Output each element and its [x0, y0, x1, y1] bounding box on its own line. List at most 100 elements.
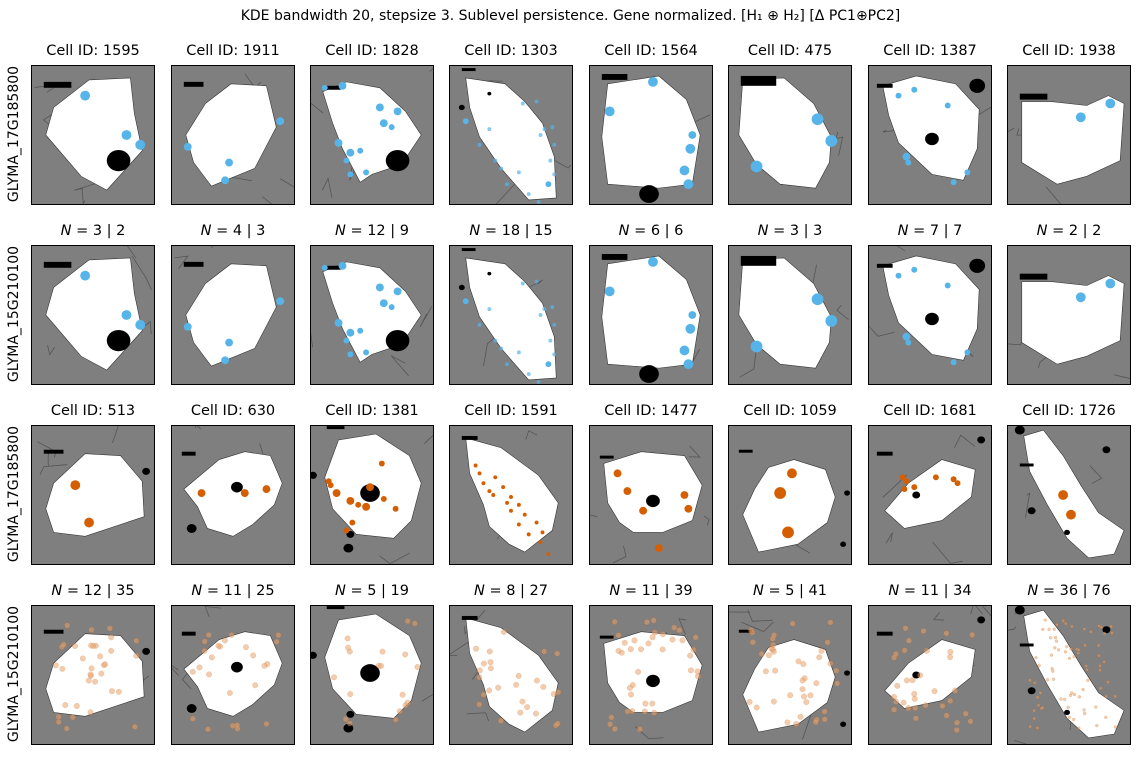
transcript-point	[642, 700, 649, 707]
scale-bar	[876, 631, 893, 636]
scale-bar	[43, 449, 64, 454]
transcript-point	[273, 638, 280, 645]
transcript-point	[135, 319, 146, 330]
transcript-point	[659, 646, 666, 653]
cell-outline	[185, 263, 277, 367]
transcript-point	[1065, 644, 1069, 649]
transcript-point	[70, 480, 81, 491]
transcript-point	[1075, 112, 1086, 123]
transcript-point	[476, 667, 483, 674]
nucleus-blob	[646, 494, 660, 508]
cell-panel-r3-c5	[589, 425, 713, 565]
panel-title-r4-c7: N = 11 | 34	[888, 583, 972, 599]
transcript-point	[651, 709, 658, 716]
nucleus-blob	[1014, 426, 1025, 435]
transcript-point	[205, 632, 212, 638]
transcript-point	[108, 634, 115, 641]
neighbor-boundary	[739, 346, 757, 378]
transcript-point	[750, 340, 763, 353]
transcript-point	[345, 644, 351, 651]
transcript-point	[102, 661, 108, 668]
transcript-point	[362, 502, 371, 511]
transcript-point	[1072, 654, 1076, 659]
scale-bar	[322, 265, 341, 270]
cell-outline	[45, 633, 145, 717]
transcript-point	[905, 705, 912, 712]
transcript-point	[228, 632, 235, 638]
transcript-point	[1055, 623, 1059, 627]
scale-bar	[43, 629, 64, 634]
nucleus-blob	[385, 329, 410, 352]
neighbor-boundary	[112, 426, 119, 444]
cell-panel-r3-c7	[868, 425, 992, 565]
transcript-point	[1028, 678, 1032, 682]
transcript-point	[954, 719, 960, 726]
transcript-point	[109, 688, 115, 695]
transcript-point	[393, 107, 402, 116]
transcript-point	[378, 460, 385, 467]
panel-title-r4-c2: N = 11 | 25	[191, 583, 275, 599]
scale-bar	[183, 261, 204, 267]
transcript-point	[905, 159, 912, 166]
transcript-point	[520, 101, 525, 106]
transcript-point	[338, 261, 347, 270]
neighbor-boundary	[321, 177, 333, 198]
transcript-point	[911, 86, 918, 93]
transcript-point	[1083, 643, 1087, 647]
transcript-point	[536, 199, 541, 204]
transcript-point	[1089, 630, 1093, 634]
panel-title-r2-c1: N = 3 | 2	[60, 223, 126, 239]
transcript-point	[540, 530, 545, 535]
transcript-point	[950, 179, 957, 186]
transcript-point	[1072, 692, 1077, 697]
panel-title-r3-c4: Cell ID: 1591	[464, 403, 558, 419]
panel-title-r3-c3: Cell ID: 1381	[325, 403, 419, 419]
transcript-point	[197, 489, 206, 497]
neighbor-boundary	[131, 255, 152, 291]
panel-title-r3-c2: Cell ID: 630	[190, 403, 276, 419]
panel-title-r4-c5: N = 11 | 39	[609, 583, 693, 599]
cell-panel-r4-c5	[589, 605, 713, 745]
cell-panel-r4-c2	[171, 605, 295, 745]
transcript-point	[1097, 654, 1101, 658]
panel-title-r1-c8: Cell ID: 1938	[1022, 43, 1116, 59]
cell-panel-r1-c4	[449, 65, 573, 205]
transcript-point	[1075, 292, 1086, 303]
transcript-point	[939, 703, 946, 709]
transcript-point	[392, 505, 399, 512]
transcript-point	[344, 635, 351, 642]
cell-outline	[884, 639, 976, 709]
transcript-point	[108, 647, 115, 654]
transcript-point	[1110, 631, 1114, 635]
transcript-point	[399, 691, 406, 698]
transcript-point	[1063, 650, 1068, 654]
transcript-point	[684, 504, 693, 513]
transcript-point	[644, 619, 650, 626]
cell-panel-r4-c4	[449, 605, 573, 745]
transcript-point	[550, 305, 555, 310]
transcript-point	[694, 668, 701, 675]
transcript-point	[515, 672, 522, 679]
neighbor-boundary	[1089, 465, 1103, 484]
transcript-point	[1066, 509, 1076, 520]
transcript-point	[252, 682, 259, 689]
scale-bar	[183, 81, 204, 87]
transcript-point	[516, 170, 521, 175]
neighbor-boundary	[792, 543, 811, 554]
transcript-point	[962, 710, 969, 717]
cell-outline	[882, 75, 980, 181]
transcript-point	[276, 297, 285, 306]
transcript-point	[636, 726, 643, 733]
transcript-point	[347, 351, 354, 358]
neighbor-boundary	[954, 434, 976, 448]
cell-outline	[465, 617, 559, 733]
transcript-point	[88, 626, 95, 633]
cell-panel-r4-c6	[728, 605, 852, 745]
transcript-point	[380, 495, 387, 502]
cell-outline	[185, 83, 277, 187]
transcript-point	[895, 272, 902, 279]
cell-outline	[1023, 429, 1125, 559]
neighbor-boundary	[211, 246, 214, 249]
cell-panel-r2-c7	[868, 245, 992, 385]
transcript-point	[746, 699, 753, 705]
